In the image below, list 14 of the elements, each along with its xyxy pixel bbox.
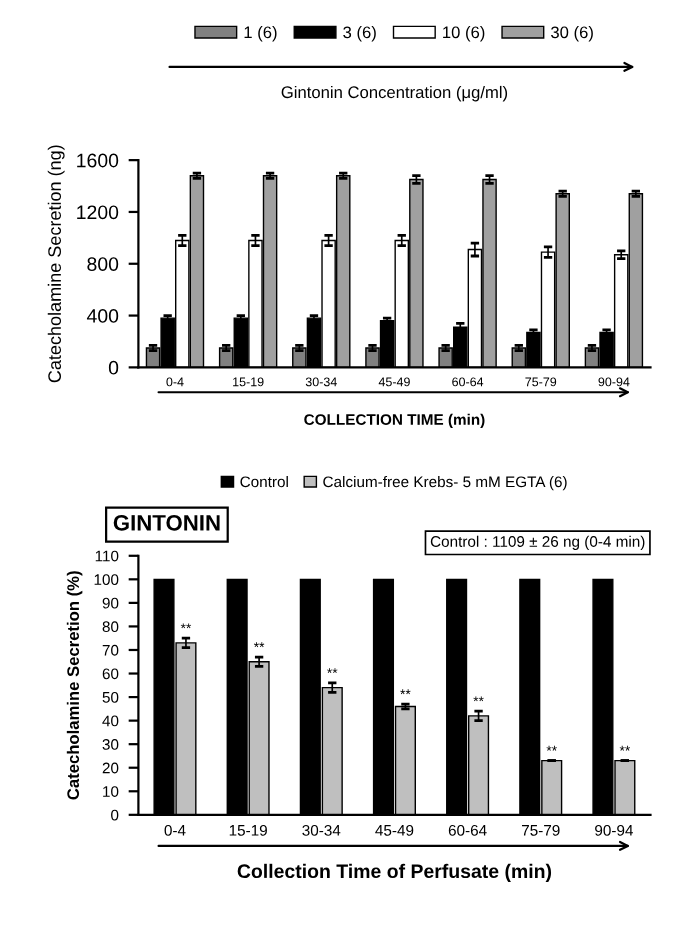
y-tick-label: 400 [86, 309, 119, 323]
legend-label: 10 (6) [443, 25, 485, 42]
y-tick-label: 1600 [77, 153, 119, 168]
text: GINTONIN [113, 514, 220, 531]
legend-label: 3 (6) [343, 25, 376, 42]
legend-label: 30 (6) [551, 25, 593, 42]
y-tick-label: 800 [87, 257, 119, 271]
x-axis-title: Collection Time of Perfusate (min) [237, 863, 552, 882]
y-tick-label: 0 [108, 360, 119, 375]
legend-title: Gintonin Concentration (μg/ml) [281, 85, 508, 102]
y-axis-title: Catecholamine Secretion (%) [66, 571, 83, 800]
legend-label: 1 (6) [244, 25, 277, 42]
y-axis-title: Catecholamine Secretion (ng) [47, 145, 65, 383]
y-tick-label: 1200 [77, 205, 119, 220]
